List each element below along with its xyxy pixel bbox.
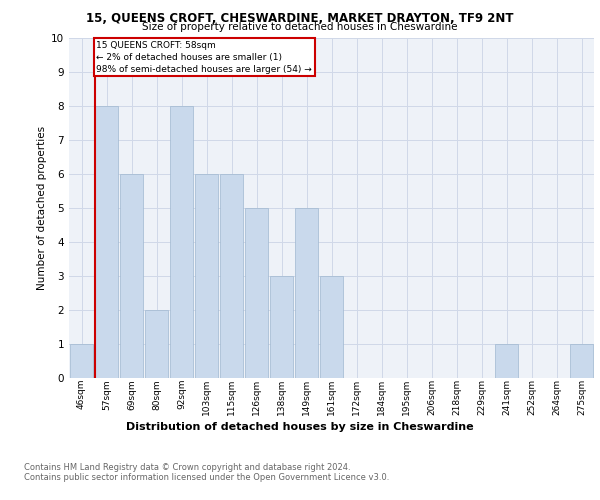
Text: 15 QUEENS CROFT: 58sqm
← 2% of detached houses are smaller (1)
98% of semi-detac: 15 QUEENS CROFT: 58sqm ← 2% of detached … [97,41,312,74]
Bar [270,276,293,378]
Bar [570,344,593,378]
Text: Distribution of detached houses by size in Cheswardine: Distribution of detached houses by size … [126,422,474,432]
Bar [195,174,218,378]
Y-axis label: Number of detached properties: Number of detached properties [37,126,47,290]
Bar [70,344,93,378]
Bar [320,276,343,378]
Text: Contains HM Land Registry data © Crown copyright and database right 2024.: Contains HM Land Registry data © Crown c… [24,462,350,471]
Bar [245,208,268,378]
Text: Contains public sector information licensed under the Open Government Licence v3: Contains public sector information licen… [24,472,389,482]
Bar [495,344,518,378]
Bar [170,106,193,378]
Bar [145,310,168,378]
Bar [120,174,143,378]
Bar [220,174,243,378]
Text: 15, QUEENS CROFT, CHESWARDINE, MARKET DRAYTON, TF9 2NT: 15, QUEENS CROFT, CHESWARDINE, MARKET DR… [86,12,514,26]
Bar [95,106,118,378]
Text: Size of property relative to detached houses in Cheswardine: Size of property relative to detached ho… [142,22,458,32]
Bar [295,208,318,378]
